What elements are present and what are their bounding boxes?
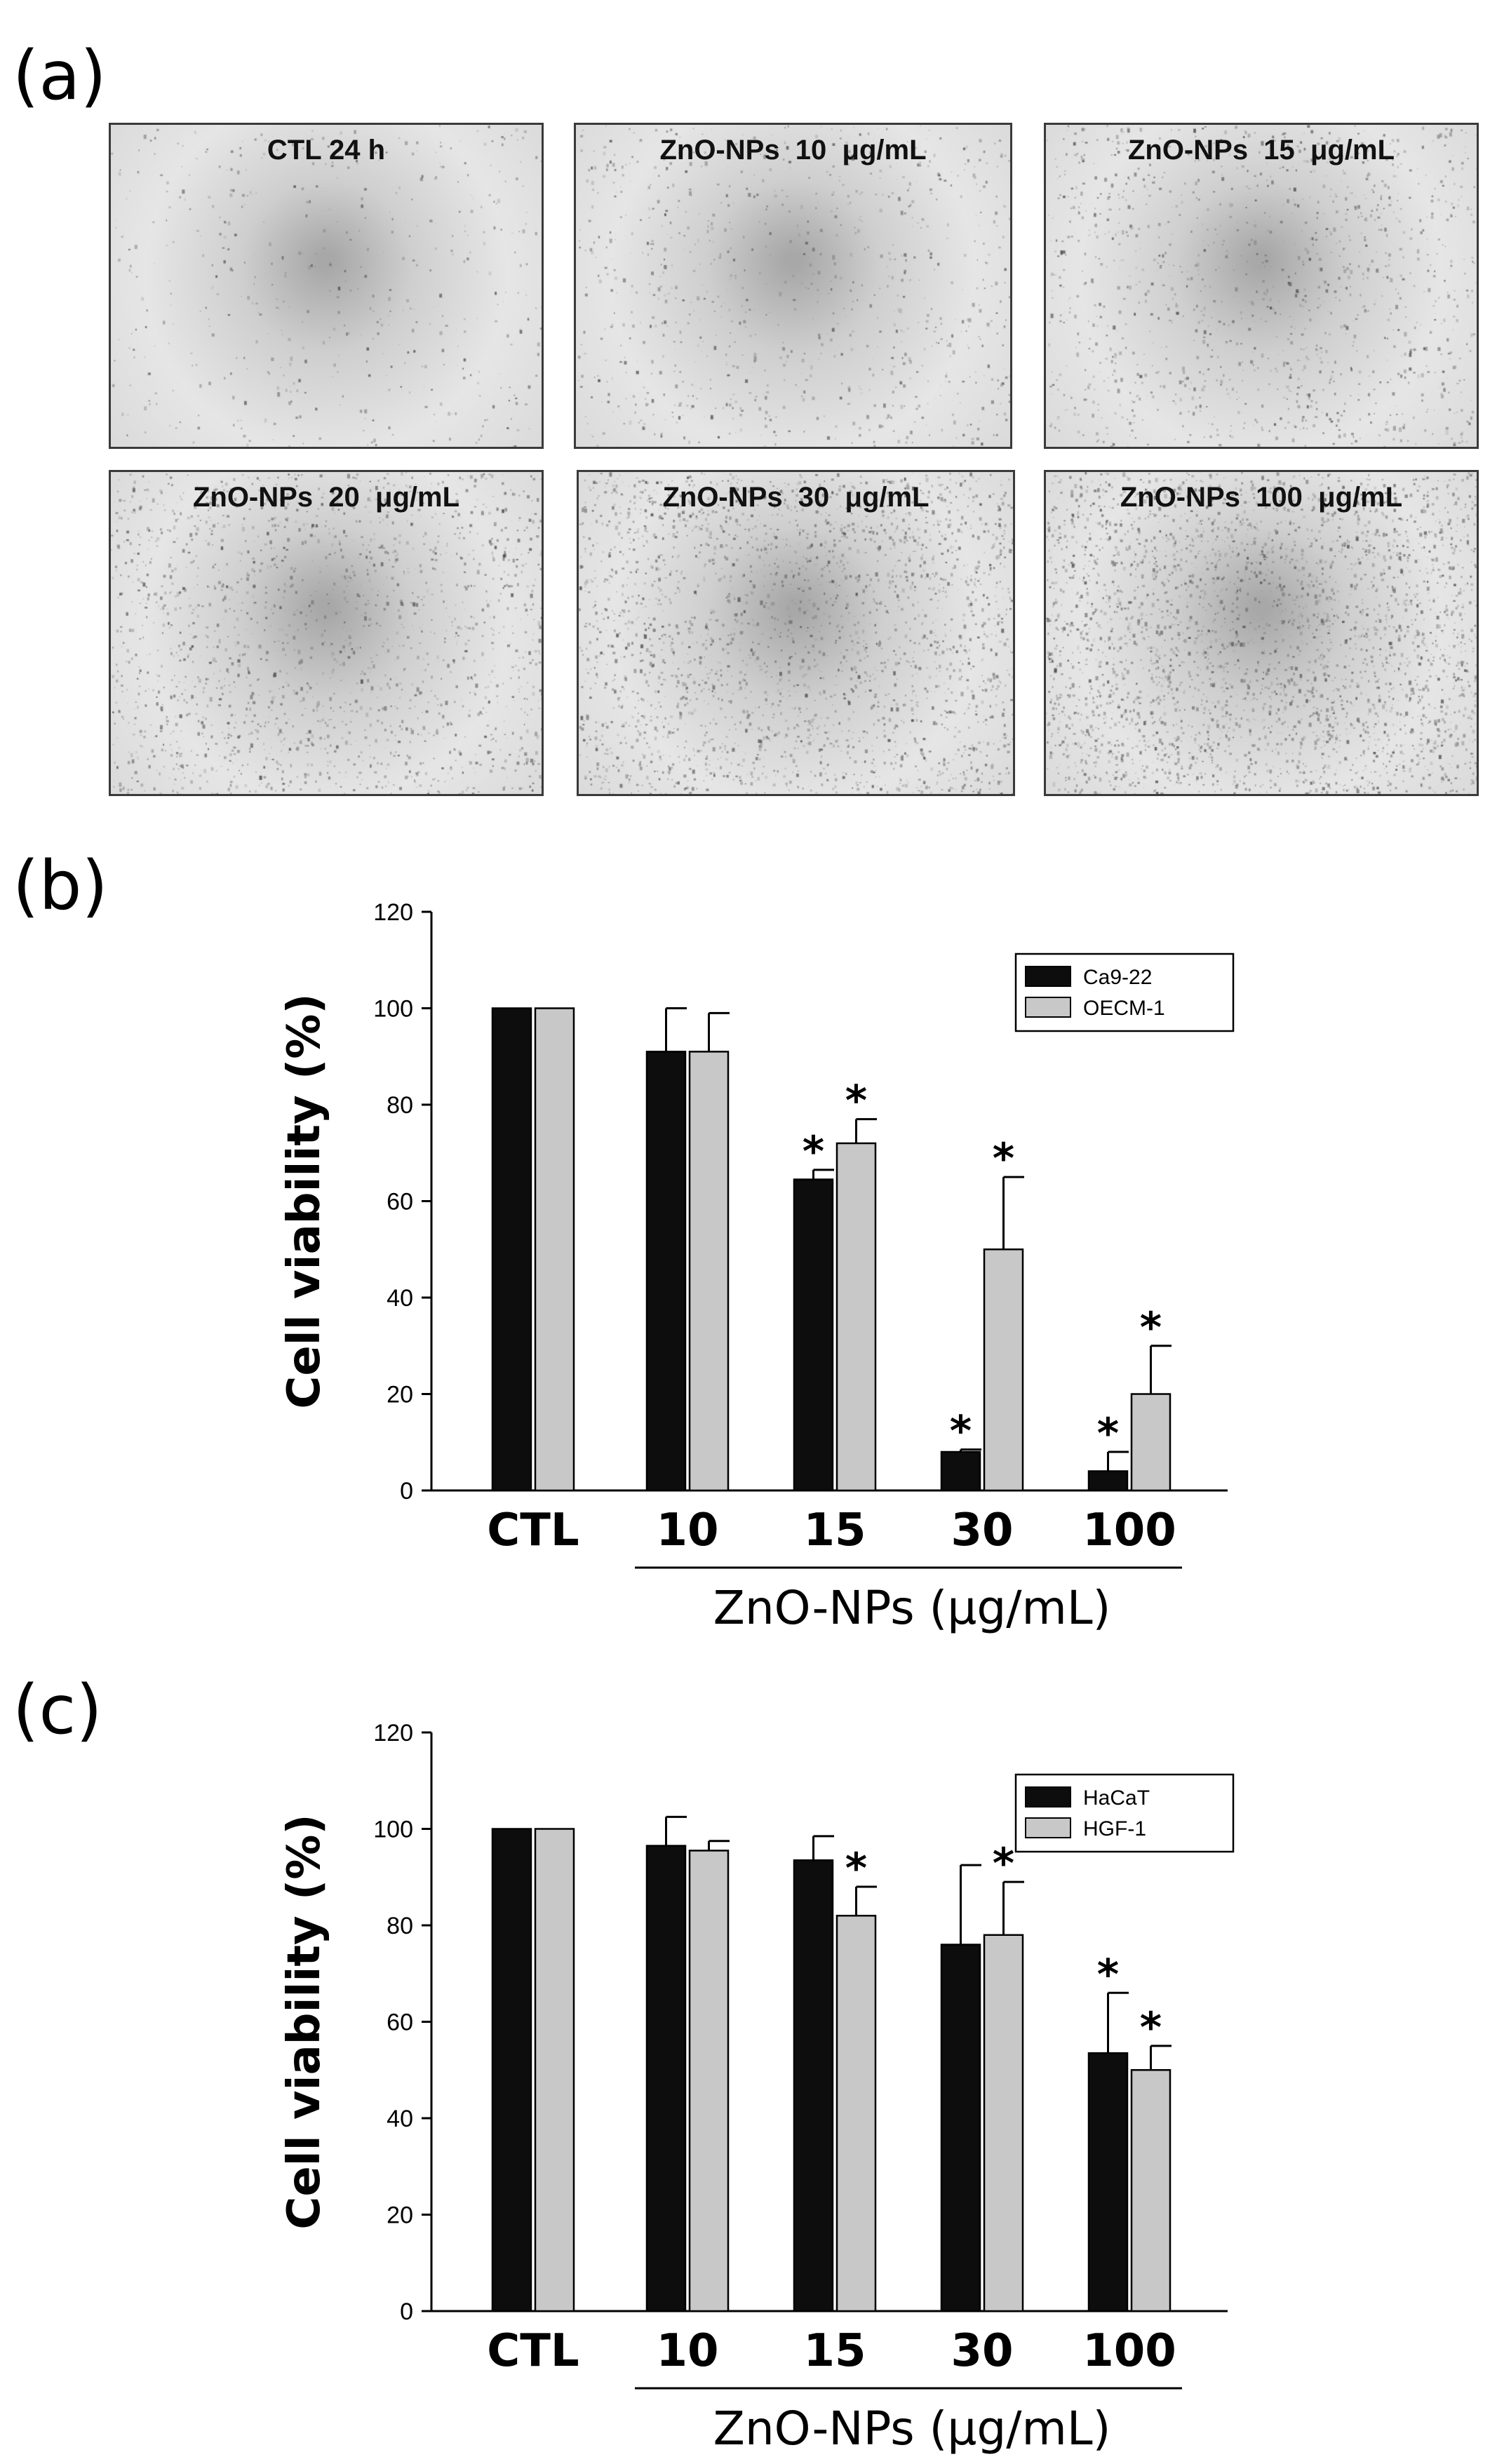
y-tick-label: 60	[387, 1189, 413, 1216]
x-axis-label: ZnO-NPs (μg/mL)	[713, 2402, 1111, 2456]
micrograph-label: CTL 24 h	[267, 135, 386, 166]
x-tick-label: 100	[1082, 1504, 1176, 1556]
bar-hgf-1-30	[983, 1934, 1024, 2312]
bar-oecm-1-15	[835, 1142, 877, 1492]
bar-hacat-ctl	[491, 1828, 532, 2312]
x-tick-label: 15	[803, 2325, 866, 2377]
micrograph-20: ZnO-NPs 20 μg/mL	[109, 470, 544, 796]
micrograph-ctl: CTL 24 h	[109, 123, 544, 449]
micrograph-15: ZnO-NPs 15 μg/mL	[1044, 123, 1479, 449]
significance-star: *	[1140, 1303, 1162, 1352]
y-tick-label: 0	[400, 1478, 413, 1504]
significance-star: *	[1097, 1950, 1119, 1999]
bar-oecm-1-10	[688, 1051, 730, 1492]
bar-hgf-1-100	[1130, 2069, 1172, 2312]
micrograph-100: ZnO-NPs 100 μg/mL	[1044, 470, 1479, 796]
micrograph-label: ZnO-NPs 10 μg/mL	[659, 135, 927, 166]
bar-hgf-1-10	[688, 1850, 730, 2312]
legend: HaCaT HGF-1	[1014, 1773, 1235, 1853]
micrograph-10: ZnO-NPs 10 μg/mL	[574, 123, 1012, 449]
bar-hacat-15	[793, 1859, 834, 2312]
bar-ca9-22-15	[793, 1178, 834, 1492]
micrograph-30: ZnO-NPs 30 μg/mL	[577, 470, 1015, 796]
bar-hacat-30	[940, 1944, 981, 2312]
panel-a-letter: (a)	[13, 36, 107, 115]
y-tick-label: 0	[400, 2298, 413, 2325]
legend: Ca9-22 OECM-1	[1014, 952, 1235, 1032]
micrograph-image	[576, 125, 1010, 447]
micrograph-label: ZnO-NPs 100 μg/mL	[1120, 482, 1403, 513]
y-tick-label: 80	[387, 1913, 413, 1939]
x-tick-label: 10	[656, 2325, 718, 2377]
bar-oecm-1-30	[983, 1248, 1024, 1492]
legend-label-hacat: HaCaT	[1083, 1786, 1150, 1810]
y-tick-label: 100	[373, 996, 413, 1023]
x-tick-label: 30	[951, 1504, 1013, 1556]
legend-swatch-hacat	[1025, 1786, 1071, 1807]
bar-oecm-1-ctl	[534, 1007, 575, 1492]
legend-label-oecm-1: OECM-1	[1083, 997, 1165, 1020]
y-tick-label: 80	[387, 1092, 413, 1119]
significance-star: *	[993, 1134, 1014, 1183]
bar-ca9-22-30	[940, 1450, 981, 1492]
micrograph-label: ZnO-NPs 30 μg/mL	[662, 482, 929, 513]
y-axis-label: Cell viability (%)	[278, 1814, 330, 2229]
y-tick-label: 120	[373, 899, 413, 926]
bar-hacat-100	[1087, 2052, 1129, 2312]
x-tick-label: 100	[1082, 2325, 1176, 2377]
bar-ca9-22-ctl	[491, 1007, 532, 1492]
bar-chart-cancer-cells: 0 20 40 60 80 100 120 Cell viability (%) * * * * * * C…	[278, 899, 1235, 1635]
bar-hacat-10	[645, 1845, 687, 2312]
bar-ca9-22-10	[645, 1051, 687, 1492]
significance-star: *	[950, 1407, 972, 1456]
significance-star: *	[803, 1127, 824, 1176]
bar-ca9-22-100	[1087, 1470, 1129, 1492]
bar-hgf-1-ctl	[534, 1828, 575, 2312]
significance-star: *	[845, 1844, 867, 1893]
significance-star: *	[993, 1839, 1014, 1888]
panel-b-letter: (b)	[13, 847, 108, 925]
y-tick-label: 20	[387, 1382, 413, 1408]
micrograph-image	[579, 472, 1013, 794]
y-axis-label: Cell viability (%)	[278, 993, 330, 1408]
significance-star: *	[1140, 2003, 1162, 2052]
legend-label-ca9-22: Ca9-22	[1083, 966, 1152, 989]
x-tick-label: 15	[803, 1504, 866, 1556]
significance-star: *	[845, 1077, 867, 1126]
micrograph-image	[1046, 472, 1477, 794]
y-tick-label: 100	[373, 1817, 413, 1843]
x-tick-label: CTL	[487, 1504, 579, 1556]
legend-swatch-ca9-22	[1025, 966, 1071, 987]
micrograph-label: ZnO-NPs 15 μg/mL	[1127, 135, 1395, 166]
y-tick-label: 60	[387, 2009, 413, 2036]
micrograph-image	[111, 125, 542, 447]
micrograph-label: ZnO-NPs 20 μg/mL	[192, 482, 460, 513]
x-tick-label: 10	[656, 1504, 718, 1556]
micrograph-image	[111, 472, 542, 794]
micrograph-image	[1046, 125, 1477, 447]
bar-hgf-1-15	[835, 1915, 877, 2312]
y-tick-label: 20	[387, 2202, 413, 2229]
y-tick-label: 120	[373, 1720, 413, 1746]
bar-oecm-1-100	[1130, 1393, 1172, 1492]
legend-label-hgf-1: HGF-1	[1083, 1817, 1146, 1840]
y-tick-label: 40	[387, 2106, 413, 2132]
panel-c-letter: (c)	[13, 1671, 102, 1749]
significance-star: *	[1097, 1409, 1119, 1458]
y-tick-label: 40	[387, 1285, 413, 1312]
x-axis-label: ZnO-NPs (μg/mL)	[713, 1581, 1111, 1635]
x-tick-label: CTL	[487, 2325, 579, 2377]
legend-swatch-oecm-1	[1025, 997, 1071, 1018]
x-tick-label: 30	[951, 2325, 1013, 2377]
bar-chart-normal-cells: 0 20 40 60 80 100 120 Cell viability (%) * * * * CTL…	[278, 1720, 1235, 2456]
legend-swatch-hgf-1	[1025, 1817, 1071, 1838]
